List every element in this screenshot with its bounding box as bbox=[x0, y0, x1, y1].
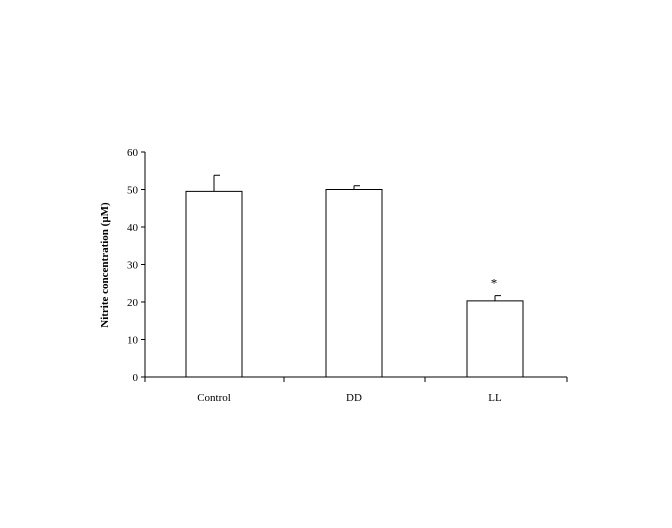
y-tick-label: 0 bbox=[133, 372, 139, 384]
plot-area: Control DD * LL 0 10 20 30 40 50 60 bbox=[127, 147, 568, 404]
y-axis-label: Nitrite concentration (µM) bbox=[99, 202, 111, 328]
y-tick-label: 10 bbox=[127, 335, 139, 347]
x-tick-label-ll: LL bbox=[488, 392, 502, 404]
y-tick-label: 30 bbox=[127, 260, 139, 272]
y-tick-label: 50 bbox=[127, 185, 139, 197]
bar-dd bbox=[325, 189, 383, 378]
y-tick-label: 20 bbox=[127, 297, 139, 309]
bar-control bbox=[185, 190, 243, 378]
x-tick-label-control: Control bbox=[197, 392, 231, 404]
significance-marker: * bbox=[491, 276, 498, 291]
x-tick-label-dd: DD bbox=[346, 392, 362, 404]
y-tick-label: 40 bbox=[127, 222, 139, 234]
y-tick-label: 60 bbox=[127, 147, 139, 159]
bar-ll bbox=[466, 300, 524, 378]
